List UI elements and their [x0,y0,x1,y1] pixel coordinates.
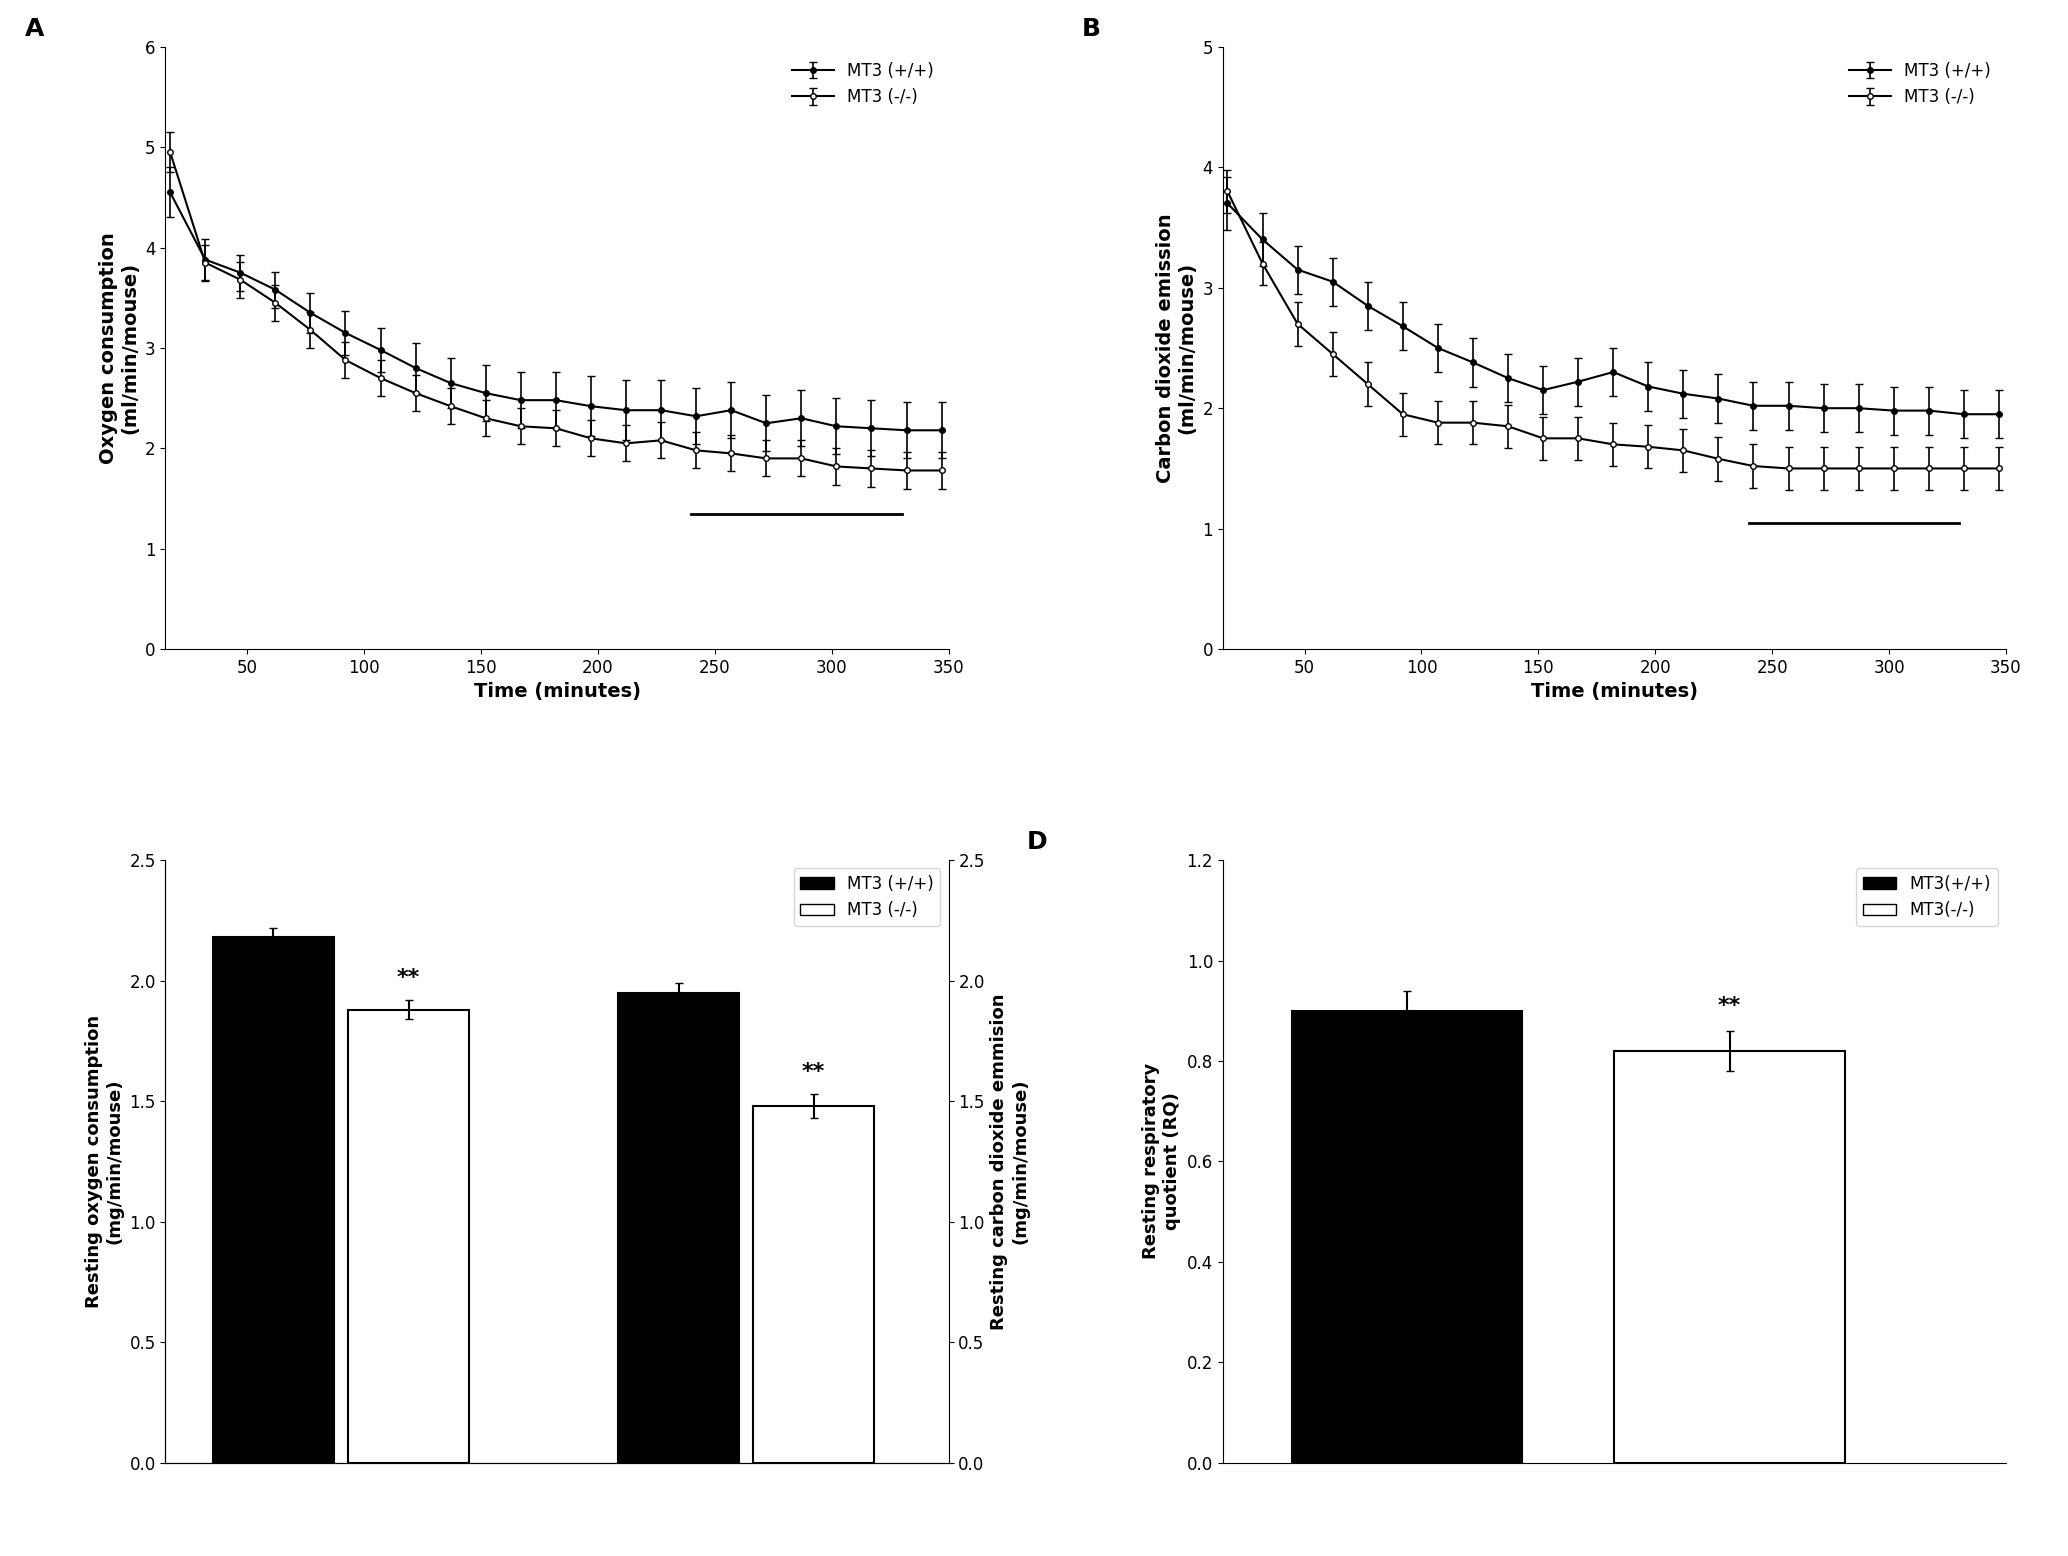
Text: **: ** [397,968,420,988]
X-axis label: Time (minutes): Time (minutes) [1530,683,1698,702]
Text: B: B [1082,17,1100,40]
X-axis label: Time (minutes): Time (minutes) [474,683,641,702]
Bar [213,937,335,1463]
Legend: MT3(+/+), MT3(-/-): MT3(+/+), MT3(-/-) [1857,868,1998,926]
Text: D: D [1028,829,1048,854]
Y-axis label: Resting carbon dioxide emmision
(mg/min/mouse): Resting carbon dioxide emmision (mg/min/… [991,993,1030,1330]
Bar [347,1010,469,1463]
Legend: MT3 (+/+), MT3 (-/-): MT3 (+/+), MT3 (-/-) [1843,54,1998,112]
Y-axis label: Oxygen consumption
(ml/min/mouse): Oxygen consumption (ml/min/mouse) [99,232,139,464]
Text: A: A [25,17,43,40]
Bar [618,993,740,1463]
Y-axis label: Resting oxygen consumption
(mg/min/mouse): Resting oxygen consumption (mg/min/mouse… [85,1015,124,1309]
Y-axis label: Resting respiratory
quotient (RQ): Resting respiratory quotient (RQ) [1142,1063,1181,1259]
Text: **: ** [1719,996,1741,1016]
Legend: MT3 (+/+), MT3 (-/-): MT3 (+/+), MT3 (-/-) [786,54,941,112]
Text: **: ** [802,1061,825,1081]
Bar [1615,1050,1845,1463]
Bar [753,1106,875,1463]
Bar [1292,1011,1522,1463]
Y-axis label: Carbon dioxide emission
(ml/min/mouse): Carbon dioxide emission (ml/min/mouse) [1156,213,1197,482]
Legend: MT3 (+/+), MT3 (-/-): MT3 (+/+), MT3 (-/-) [794,868,941,926]
